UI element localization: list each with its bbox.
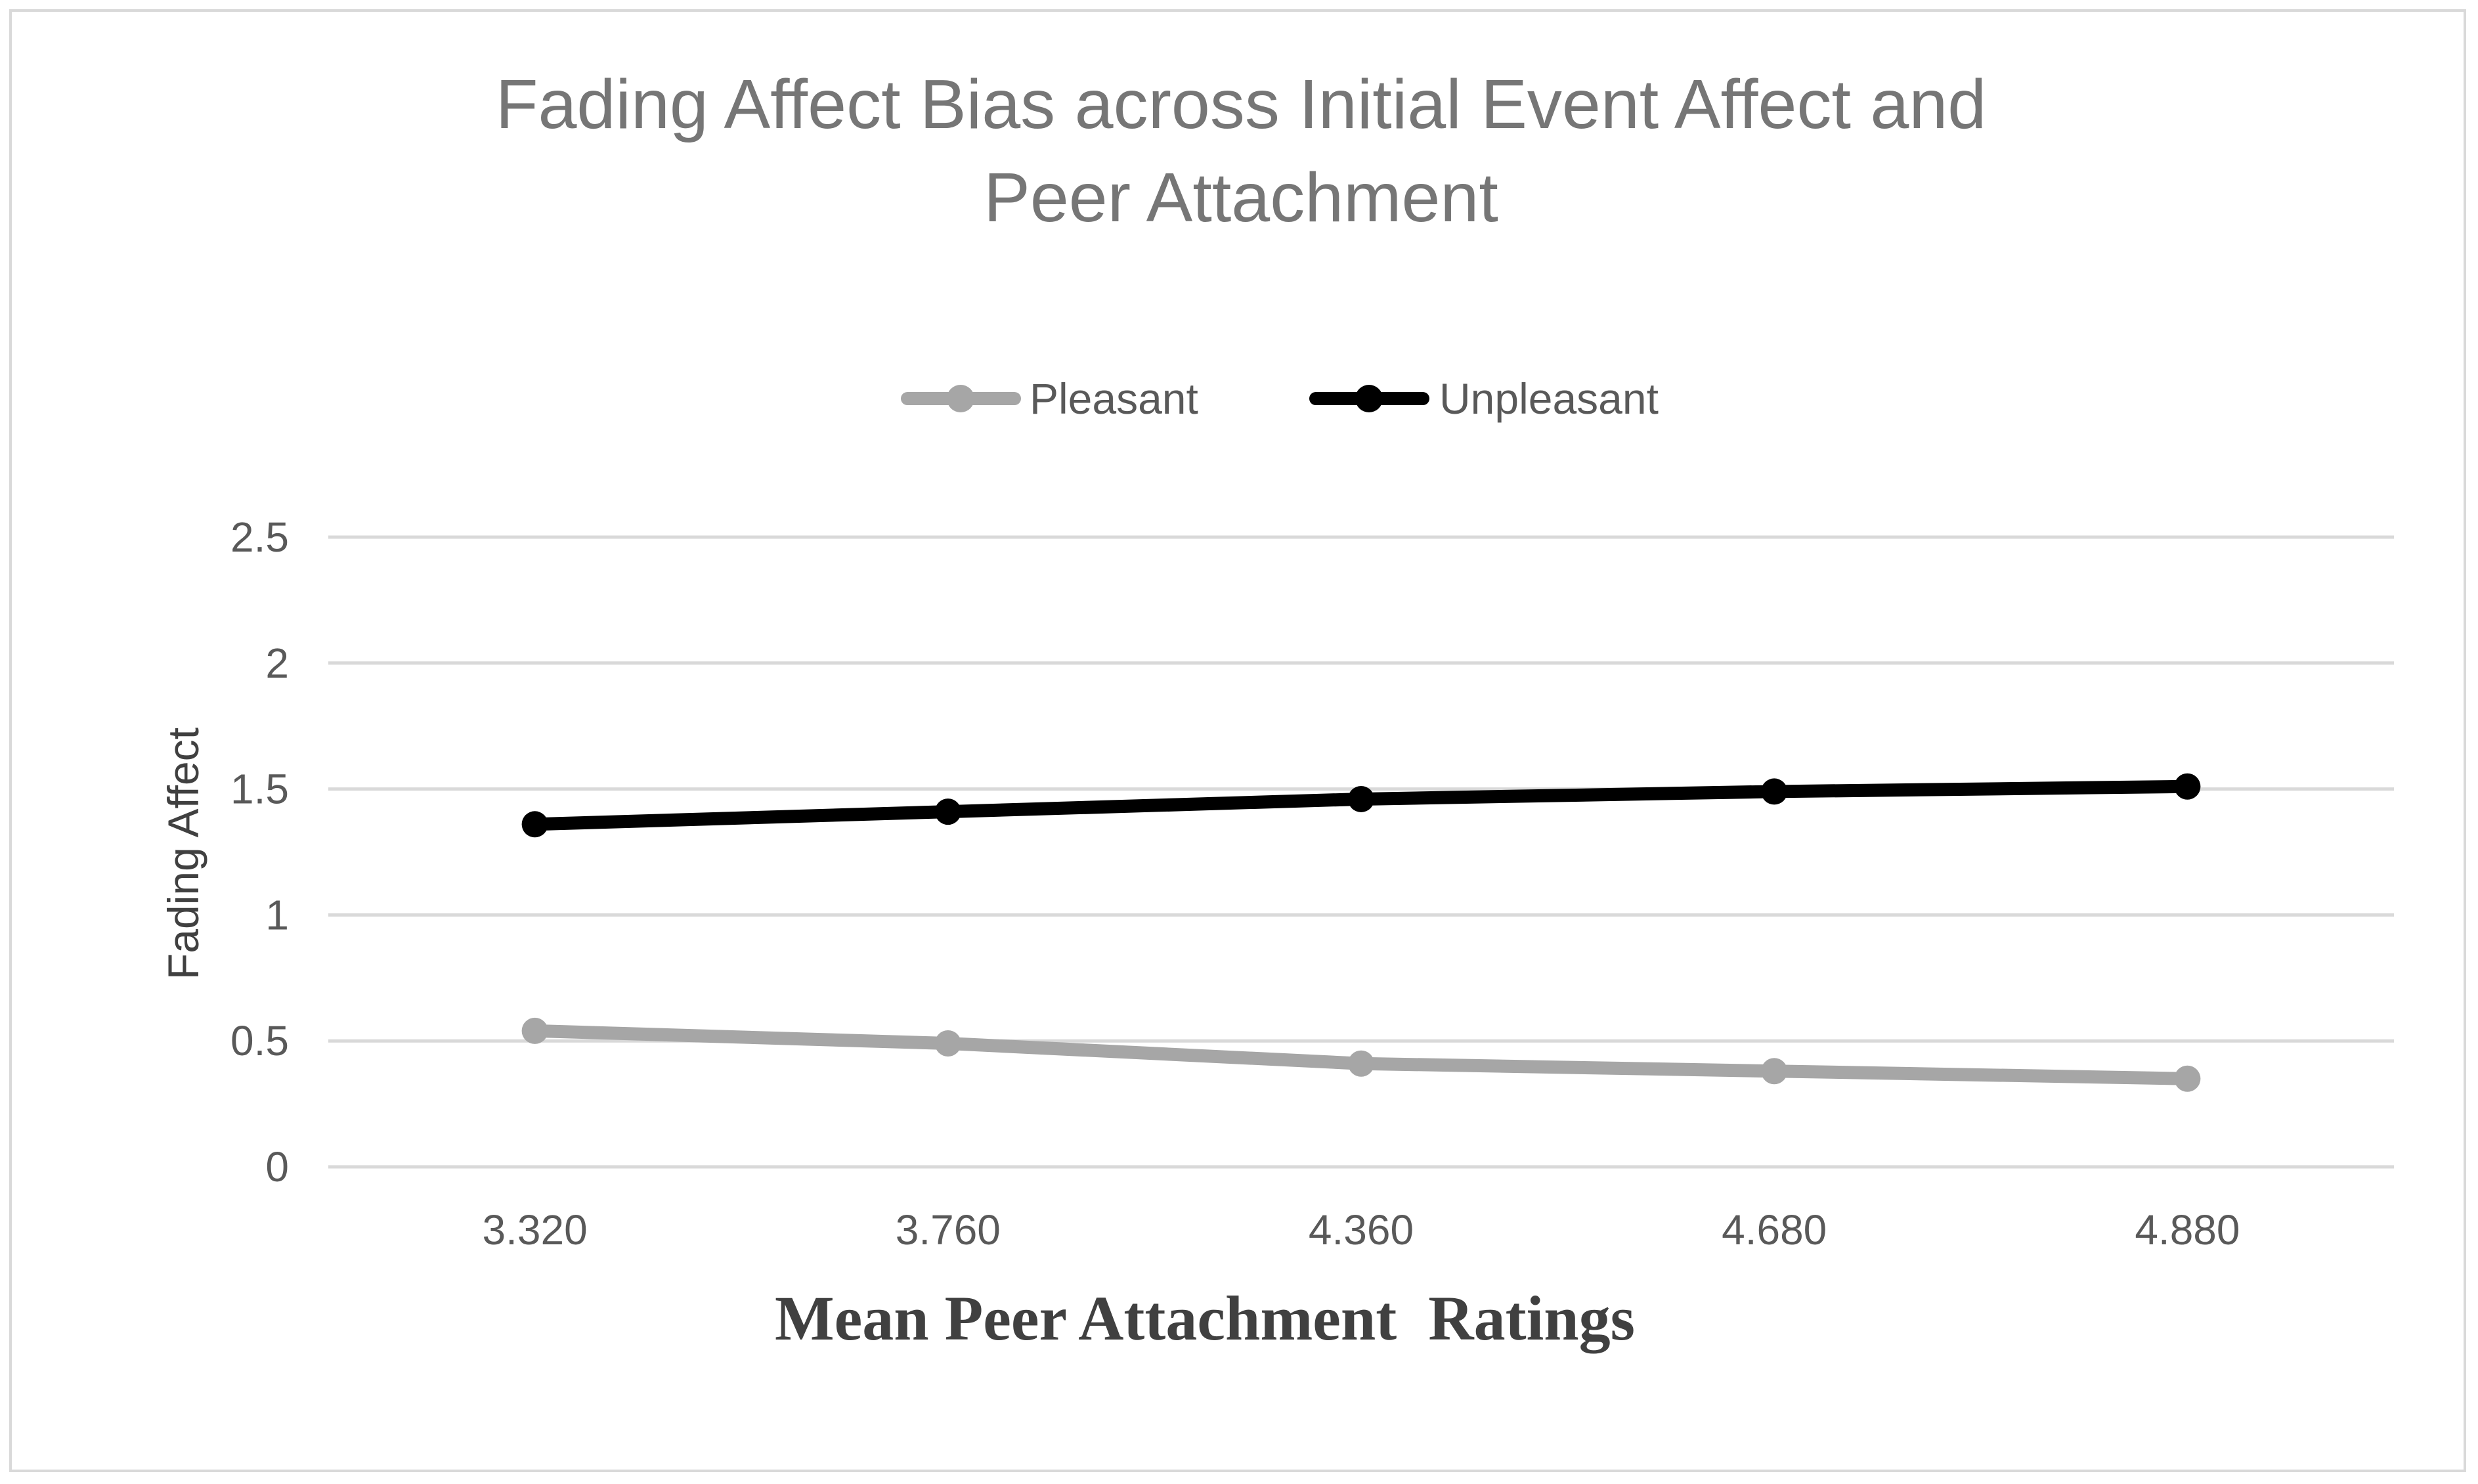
legend-label-pleasant: Pleasant [1030,374,1198,423]
y-tick-label: 1.5 [230,766,289,813]
legend-marker-pleasant [947,385,974,412]
data-point-pleasant [1761,1058,1788,1085]
y-tick-label: 1 [265,891,289,938]
y-tick-label: 0 [265,1143,289,1190]
x-tick-label: 3.320 [483,1206,588,1254]
x-tick-label: 4.880 [2135,1206,2240,1254]
data-point-pleasant [1348,1050,1374,1077]
x-tick-label: 4.360 [1309,1206,1414,1254]
x-tick-label: 4.680 [1722,1206,1827,1254]
x-tick-label: 3.760 [896,1206,1001,1254]
y-tick-labels: 0 0.5 1 1.5 2 2.5 [230,513,289,1190]
data-point-unpleasant [521,811,548,838]
data-point-unpleasant [934,798,961,825]
legend-label-unpleasant: Unpleasant [1439,374,1659,423]
chart-frame [9,9,2466,1472]
series-unpleasant [521,773,2201,838]
x-tick-labels: 3.320 3.760 4.360 4.680 4.880 [483,1206,2240,1254]
y-tick-label: 0.5 [230,1017,289,1064]
data-point-unpleasant [1761,778,1788,805]
data-point-pleasant [521,1017,548,1044]
y-tick-label: 2.5 [230,513,289,561]
chart-title-line-1: Fading Affect Bias across Initial Event … [496,66,1987,143]
y-tick-label: 2 [265,640,289,687]
series-pleasant [521,1017,2201,1092]
y-axis-label: Fading Affect [159,728,207,980]
data-series [521,773,2201,1092]
legend-marker-unpleasant [1355,385,1383,412]
legend: Pleasant Unpleasant [901,374,1659,423]
data-point-pleasant [2174,1065,2201,1092]
data-point-unpleasant [1348,785,1374,812]
data-point-pleasant [934,1030,961,1057]
data-point-unpleasant [2174,773,2201,800]
chart-title-line-2: Peer Attachment [984,159,1498,236]
x-axis-label: Mean Peer Attachment Ratings [775,1283,1635,1353]
